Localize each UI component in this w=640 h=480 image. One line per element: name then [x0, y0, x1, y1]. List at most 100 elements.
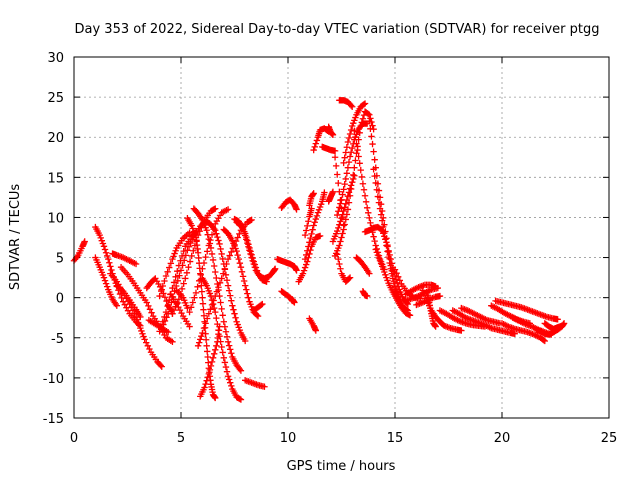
- data-point: [228, 248, 235, 256]
- data-point: [337, 265, 344, 272]
- data-point: [228, 350, 235, 357]
- data-track: [351, 127, 388, 273]
- data-point: [218, 275, 225, 282]
- data-point: [341, 204, 348, 211]
- data-point: [161, 294, 169, 301]
- data-track: [359, 288, 371, 300]
- data-point: [312, 327, 320, 334]
- x-tick-labels: 0 5 10 15 20 25: [70, 431, 617, 446]
- data-point: [356, 160, 363, 167]
- data-point: [202, 330, 209, 337]
- data-point: [191, 294, 198, 301]
- data-point: [98, 237, 106, 244]
- data-point: [308, 230, 315, 238]
- data-point: [263, 278, 270, 285]
- data-point: [202, 336, 210, 343]
- data-point: [213, 342, 220, 349]
- data-point: [301, 231, 309, 239]
- y-tick-label: 5: [56, 252, 64, 267]
- data-point: [244, 237, 251, 244]
- data-point: [310, 190, 317, 197]
- data-point: [247, 248, 254, 255]
- data-point: [197, 271, 204, 279]
- data-point: [175, 296, 183, 303]
- data-point: [432, 283, 439, 290]
- data-track: [340, 100, 369, 167]
- data-point: [336, 188, 343, 195]
- data-point: [143, 299, 150, 306]
- data-point: [342, 149, 349, 156]
- data-point: [232, 314, 239, 321]
- data-point: [382, 271, 389, 279]
- data-point: [342, 216, 349, 223]
- data-point: [381, 233, 388, 240]
- data-point: [170, 253, 177, 260]
- data-point: [370, 166, 377, 173]
- data-track: [336, 97, 356, 110]
- data-point: [216, 279, 224, 287]
- data-point: [200, 324, 208, 332]
- data-point: [369, 140, 376, 148]
- data-point: [382, 236, 389, 243]
- data-point: [236, 326, 244, 334]
- data-point: [342, 175, 349, 183]
- data-point: [345, 158, 353, 166]
- data-track: [372, 246, 414, 319]
- data-point: [305, 218, 312, 225]
- data-point: [306, 239, 313, 246]
- data-point: [252, 264, 260, 271]
- data-point: [231, 310, 238, 317]
- data-point: [107, 263, 114, 270]
- data-point: [307, 234, 314, 242]
- data-point: [144, 342, 152, 349]
- y-tick-labels: -15 -10 -5 0 5 10 15 20 25 30: [43, 51, 64, 427]
- data-point: [309, 226, 316, 233]
- data-point: [206, 366, 214, 374]
- data-point: [329, 131, 337, 139]
- data-point: [190, 247, 197, 254]
- data-point: [233, 247, 240, 255]
- data-point: [334, 227, 341, 235]
- data-point: [187, 239, 194, 247]
- data-point: [350, 171, 357, 179]
- data-point: [335, 179, 342, 187]
- data-point: [259, 300, 266, 308]
- data-point: [246, 244, 253, 252]
- x-axis-label: GPS time / hours: [287, 459, 396, 474]
- data-point: [340, 159, 347, 167]
- data-point: [337, 196, 344, 204]
- data-point: [230, 306, 237, 313]
- data-point: [207, 306, 214, 313]
- data-point: [218, 343, 225, 351]
- data-point: [158, 363, 165, 370]
- data-point: [199, 294, 206, 301]
- data-point: [554, 316, 561, 323]
- data-point: [209, 354, 217, 362]
- data-point: [338, 234, 345, 241]
- data-point: [204, 353, 211, 361]
- data-point: [258, 301, 265, 309]
- data-point: [215, 284, 222, 291]
- data-point: [373, 249, 381, 256]
- data-track: [306, 190, 317, 209]
- data-point: [207, 362, 215, 370]
- data-point: [340, 222, 347, 229]
- data-point: [337, 218, 344, 225]
- data-point: [205, 359, 212, 366]
- data-point: [198, 282, 205, 289]
- data-point: [335, 255, 342, 263]
- data-point: [171, 250, 178, 257]
- data-point: [243, 286, 250, 293]
- data-point: [200, 306, 207, 313]
- data-point: [219, 312, 226, 319]
- data-point: [169, 338, 176, 345]
- data-point: [189, 299, 196, 306]
- data-point: [387, 255, 394, 263]
- data-point: [432, 323, 439, 330]
- data-point: [372, 246, 379, 253]
- data-point: [376, 257, 384, 264]
- data-point: [132, 260, 140, 268]
- data-point: [302, 227, 310, 234]
- data-point: [146, 345, 153, 353]
- data-point: [366, 214, 373, 222]
